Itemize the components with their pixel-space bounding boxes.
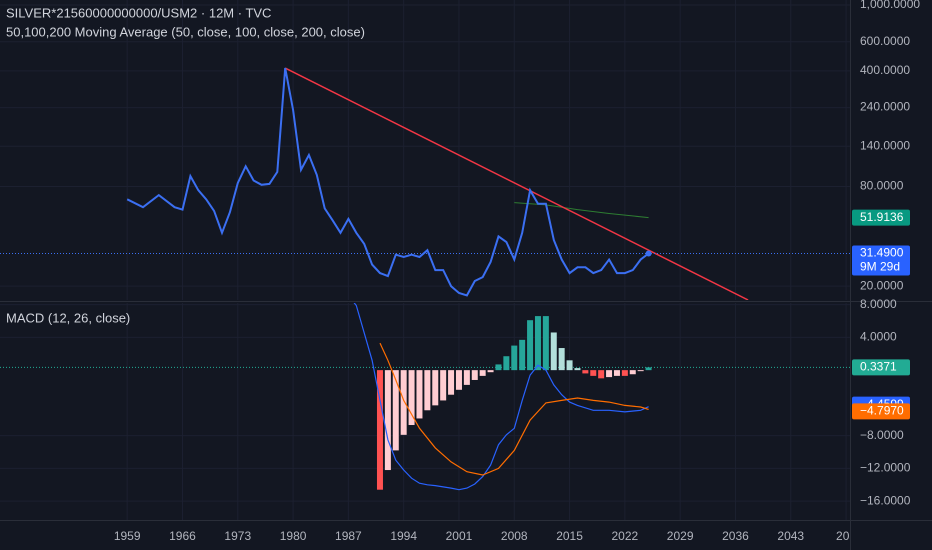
- symbol-title: SILVER*21560000000000/USM2 · 12M · TVC: [6, 5, 271, 20]
- last-price-dot: [645, 250, 652, 257]
- histogram-bar: [637, 370, 644, 372]
- y-axis: 1,000.0000 600.0000 400.0000 240.0000 140.00…: [852, 0, 920, 507]
- histogram-bar: [629, 370, 636, 375]
- histogram-bar: [598, 370, 605, 379]
- price-label: 0.3371: [860, 360, 897, 374]
- price-pane: [0, 0, 850, 300]
- histogram-bar: [424, 370, 431, 411]
- countdown-label: 9M 29d: [860, 260, 900, 274]
- histogram-bar: [511, 345, 518, 371]
- y-tick-label: 600.0000: [860, 34, 910, 48]
- moving-average-line: [514, 202, 649, 219]
- x-tick-label: 2043: [777, 529, 804, 543]
- histogram-bar: [432, 370, 439, 406]
- price-label-box: [852, 245, 910, 276]
- histogram-bar: [606, 370, 613, 378]
- histogram-bar: [471, 370, 478, 380]
- indicator-legend: 50,100,200 Moving Average (50, close, 10…: [6, 24, 365, 39]
- histogram-bar: [621, 370, 628, 376]
- histogram-bar: [392, 370, 399, 451]
- x-tick-label: 2036: [722, 529, 749, 543]
- histogram-bar: [558, 348, 565, 371]
- macd-pane: [0, 303, 850, 520]
- x-tick-label: 1980: [280, 529, 307, 543]
- price-label-box: [852, 359, 910, 376]
- price-label-box: [852, 209, 910, 226]
- x-tick-label: 2008: [501, 529, 528, 543]
- histogram-bar: [416, 370, 423, 419]
- price-label-box: [852, 403, 910, 420]
- histogram-bar: [519, 339, 526, 371]
- x-tick-label: 2001: [446, 529, 473, 543]
- price-label: −4.7970: [860, 404, 904, 418]
- x-axis: 1959 1966 1973 1980 1987 1994 2001 2008 2015 2022…: [114, 529, 857, 543]
- x-tick-label: 1973: [224, 529, 251, 543]
- histogram-bar: [384, 370, 391, 471]
- y-tick-label: 8.0000: [860, 297, 897, 311]
- x-tick-label: 1966: [169, 529, 196, 543]
- histogram-bar: [534, 316, 541, 371]
- histogram-bar: [645, 367, 652, 371]
- x-tick-label: 1987: [335, 529, 362, 543]
- histogram-bar: [503, 356, 510, 371]
- histogram-bar: [440, 370, 447, 401]
- histogram-bar: [613, 370, 620, 376]
- y-tick-label: 240.0000: [860, 100, 910, 114]
- x-tick-label: 2022: [612, 529, 639, 543]
- histogram-bar: [400, 370, 407, 435]
- price-line: [126, 67, 650, 297]
- y-tick-label: −12.0000: [860, 461, 911, 475]
- histogram-bar: [448, 370, 455, 395]
- price-label: 51.9136: [860, 210, 904, 224]
- x-tick-label: 2029: [667, 529, 694, 543]
- y-tick-label: −16.0000: [860, 493, 911, 507]
- macd-line: [353, 303, 649, 491]
- y-tick-label: 4.0000: [860, 330, 897, 344]
- x-tick-label: 1994: [390, 529, 417, 543]
- histogram-bar: [479, 370, 486, 376]
- x-tick-label: 1959: [114, 529, 141, 543]
- histogram-bar: [527, 320, 534, 371]
- histogram-bar: [495, 364, 502, 371]
- y-tick-label: 1,000.0000: [860, 0, 920, 11]
- histogram-bar: [582, 370, 589, 374]
- histogram-bar: [376, 370, 383, 490]
- histogram-bar: [550, 332, 557, 371]
- histogram-bar: [487, 370, 494, 373]
- histogram-bar: [542, 316, 549, 371]
- y-tick-label: 20.0000: [860, 278, 904, 292]
- signal-line: [379, 342, 649, 476]
- histogram-bar: [408, 370, 415, 426]
- macd-legend: MACD (12, 26, close): [6, 310, 130, 325]
- histogram-bar: [574, 368, 581, 371]
- histogram-bar: [566, 360, 573, 371]
- histogram-bar: [590, 370, 597, 376]
- y-tick-label: 140.0000: [860, 138, 910, 152]
- price-label: 31.4900: [860, 246, 904, 260]
- y-tick-label: 80.0000: [860, 179, 904, 193]
- x-tick-label: 2015: [556, 529, 583, 543]
- trend-line: [284, 67, 749, 300]
- histogram-bar: [455, 370, 462, 390]
- y-tick-label: 400.0000: [860, 63, 910, 77]
- y-tick-label: −8.0000: [860, 428, 904, 442]
- histogram-bar: [463, 370, 470, 385]
